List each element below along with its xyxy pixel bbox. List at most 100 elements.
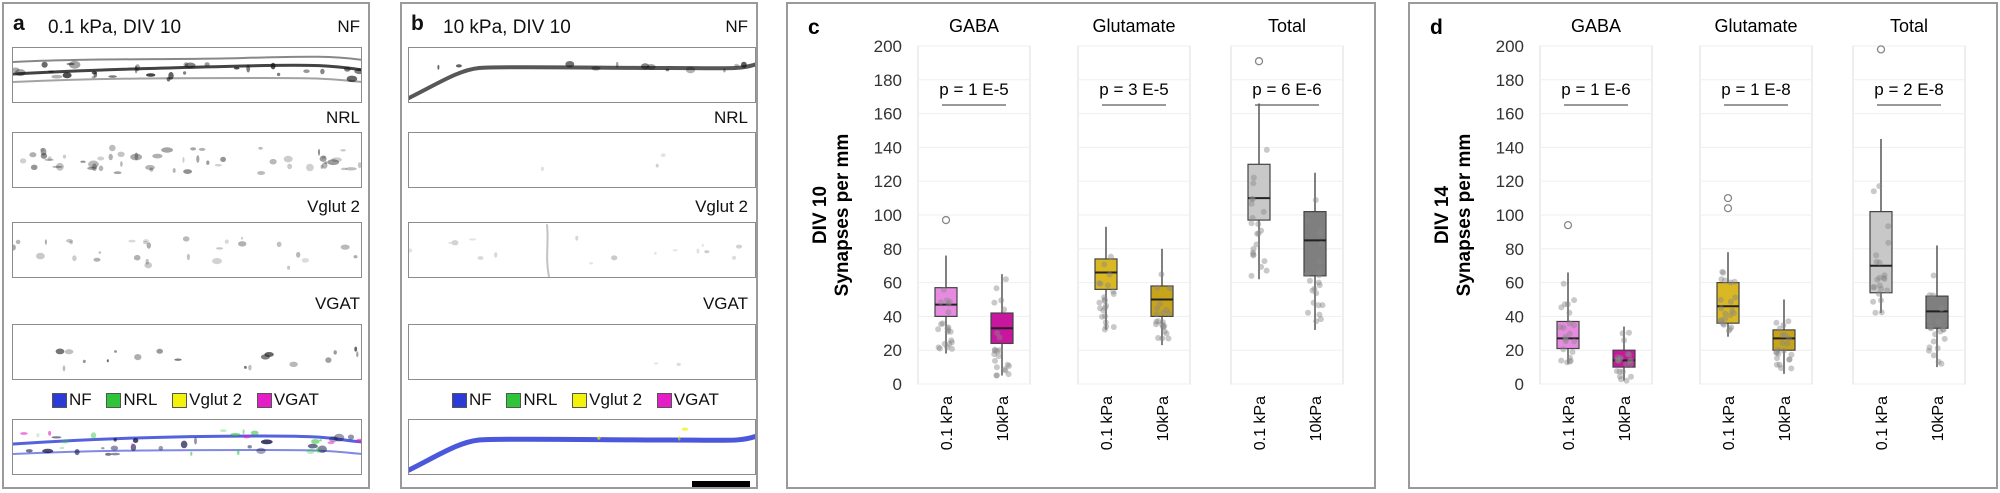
data-point xyxy=(1619,330,1626,337)
y-tick-label: 180 xyxy=(1496,71,1524,90)
data-point xyxy=(1935,358,1942,365)
data-point xyxy=(948,337,955,344)
punctum xyxy=(88,160,99,169)
punctum xyxy=(248,364,252,371)
micrograph-nrl-b xyxy=(408,132,756,188)
micrograph-nf-a xyxy=(12,47,362,103)
punctum xyxy=(198,147,206,151)
punctum xyxy=(565,61,575,68)
punctum xyxy=(258,146,263,150)
data-point xyxy=(1934,318,1941,325)
box xyxy=(1612,349,1636,368)
punctum xyxy=(654,251,657,255)
punctum xyxy=(328,436,339,443)
data-point xyxy=(996,347,1003,354)
punctum xyxy=(172,168,176,173)
data-point xyxy=(1569,349,1576,355)
x-tick-label: 10kPa xyxy=(1617,396,1634,441)
micrograph-vglut2-b xyxy=(408,222,756,278)
data-point xyxy=(1166,285,1173,292)
data-point xyxy=(1102,305,1109,311)
punctum xyxy=(677,435,681,441)
data-point xyxy=(1623,361,1629,368)
punctum xyxy=(25,449,33,453)
data-point xyxy=(1100,307,1107,314)
data-point xyxy=(1776,325,1783,332)
punctum xyxy=(307,443,318,449)
punctum xyxy=(101,447,105,450)
punctum xyxy=(361,237,362,240)
outlier-point xyxy=(1723,193,1733,203)
panel-label: d xyxy=(1430,16,1443,39)
data-point xyxy=(1096,280,1103,287)
data-point xyxy=(1110,324,1117,330)
data-point xyxy=(944,328,951,335)
data-point xyxy=(1260,208,1267,215)
data-point xyxy=(1566,309,1573,316)
data-point xyxy=(1788,365,1795,372)
punctum xyxy=(66,62,75,66)
data-point xyxy=(1881,272,1888,279)
punctum xyxy=(327,159,340,166)
data-point xyxy=(1930,272,1937,279)
boxplot-chart-d: d DIV 14 Synapses per mm 0 20 40 60 80 100 120 140… xyxy=(1430,16,1966,450)
legend-swatch-nf xyxy=(52,392,67,408)
punctum xyxy=(256,447,266,454)
punctum xyxy=(641,63,650,70)
punctum xyxy=(287,163,292,170)
punctum xyxy=(665,68,670,72)
y-tick-label: 200 xyxy=(874,37,902,56)
data-point xyxy=(1870,298,1877,305)
punctum xyxy=(131,442,134,449)
data-point xyxy=(1875,290,1882,297)
data-point xyxy=(1776,361,1783,368)
punctum xyxy=(92,163,97,171)
punctum xyxy=(74,449,80,456)
data-point xyxy=(1101,296,1108,303)
data-point xyxy=(948,339,955,346)
data-point xyxy=(1726,326,1733,333)
data-point xyxy=(1870,188,1877,195)
data-point xyxy=(1096,299,1103,306)
punctum xyxy=(257,171,266,175)
punctum xyxy=(113,171,122,175)
data-point xyxy=(1727,298,1734,305)
data-point xyxy=(1316,311,1323,318)
y-tick-label: 140 xyxy=(1496,138,1524,157)
punctum xyxy=(315,446,321,453)
data-point xyxy=(1871,284,1878,291)
data-point xyxy=(991,351,998,358)
punctum xyxy=(117,151,125,157)
punctum xyxy=(40,152,48,159)
punctum xyxy=(174,358,182,361)
data-point xyxy=(1617,356,1624,363)
data-point xyxy=(1250,180,1257,187)
facet-title: Total xyxy=(1268,16,1306,36)
punctum xyxy=(180,440,188,449)
micrograph-nf-b xyxy=(408,47,756,103)
data-point xyxy=(1930,338,1937,345)
data-point xyxy=(1926,317,1933,324)
facet-title: Glutamate xyxy=(1092,16,1175,36)
data-point xyxy=(1263,267,1270,274)
punctum xyxy=(66,239,73,243)
data-point xyxy=(1154,284,1161,291)
punctum xyxy=(615,61,619,68)
legend-item-vgat: VGAT xyxy=(656,390,719,410)
punctum xyxy=(654,362,659,365)
x-tick-label: 10kPa xyxy=(1930,396,1947,441)
data-point xyxy=(1775,350,1782,357)
data-point xyxy=(938,321,945,328)
data-point xyxy=(1002,367,1009,374)
box xyxy=(1150,285,1174,318)
legend-swatch-nf xyxy=(452,392,467,408)
data-point xyxy=(1250,249,1256,256)
channel-label-nf-a: NF xyxy=(337,17,360,36)
y-tick-label: 20 xyxy=(1505,341,1524,360)
panel-d: d DIV 14 Synapses per mm 0 20 40 60 80 100 120 140… xyxy=(1408,2,1998,489)
neurite xyxy=(546,224,550,277)
punctum xyxy=(597,436,601,440)
outlier-point xyxy=(1723,204,1733,213)
punctum xyxy=(82,359,86,364)
punctum xyxy=(212,258,222,265)
